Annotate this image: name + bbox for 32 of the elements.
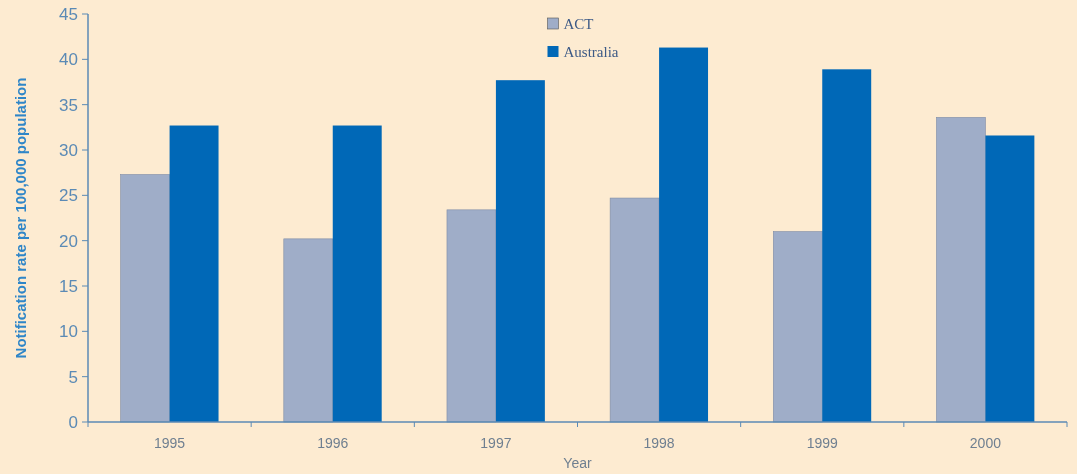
x-tick-label: 1998: [643, 435, 675, 451]
y-tick-label: 40: [59, 50, 78, 70]
y-tick-label: 10: [59, 322, 78, 342]
x-axis-title: Year: [563, 455, 592, 471]
y-tick-label: 20: [59, 231, 78, 251]
bar: [936, 117, 986, 423]
y-tick-label: 5: [68, 367, 78, 387]
y-tick-label: 30: [59, 140, 78, 160]
bar: [332, 125, 382, 422]
bar: [609, 197, 660, 423]
bar: [985, 135, 1035, 422]
bar: [773, 231, 823, 423]
y-axis-title: Notification rate per 100,000 population: [12, 77, 29, 359]
y-tick-label: 15: [59, 276, 78, 296]
bar: [822, 69, 872, 422]
x-tick-label: 1997: [480, 435, 512, 451]
x-tick-label: 1999: [806, 435, 839, 451]
y-tick-label: 45: [59, 4, 78, 24]
x-tick-label: 1995: [154, 435, 186, 451]
x-tick-label: 1996: [317, 435, 349, 451]
bar: [446, 209, 497, 423]
legend-label: Australia: [563, 44, 619, 61]
x-tick-label: 2000: [969, 435, 1002, 451]
legend-label: ACT: [563, 16, 594, 33]
y-tick-label: 25: [59, 186, 78, 206]
y-tick-label: 0: [68, 412, 78, 432]
y-tick-label: 35: [59, 95, 78, 115]
bar: [283, 238, 334, 423]
bar: [659, 47, 709, 422]
bar: [120, 174, 170, 423]
bar: [169, 125, 219, 422]
bar: [495, 80, 545, 422]
